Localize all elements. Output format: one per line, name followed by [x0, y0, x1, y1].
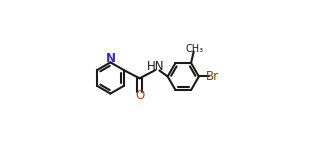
Text: CH₃: CH₃	[185, 44, 203, 54]
Text: HN: HN	[147, 60, 165, 73]
Text: O: O	[135, 89, 144, 102]
Text: N: N	[106, 52, 115, 65]
Text: Br: Br	[206, 70, 219, 83]
